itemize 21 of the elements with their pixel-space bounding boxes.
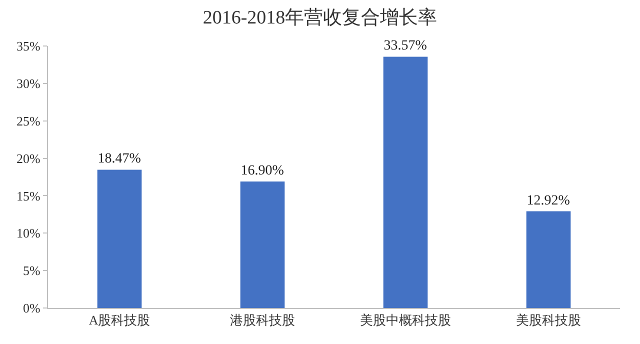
x-tick-label: 港股科技股 xyxy=(230,312,295,328)
data-label: 16.90% xyxy=(240,163,284,178)
data-label: 12.92% xyxy=(526,193,570,208)
bar xyxy=(97,170,142,308)
bar xyxy=(383,56,428,308)
y-tick-label: 0% xyxy=(23,300,41,316)
y-tick-label: 5% xyxy=(23,263,41,278)
bar xyxy=(526,211,571,308)
y-tick-label: 25% xyxy=(16,113,41,128)
x-tick-label: 美股中概科技股 xyxy=(360,312,451,328)
bar xyxy=(240,181,285,308)
y-tick-label: 30% xyxy=(16,76,41,91)
x-tick-label: 美股科技股 xyxy=(516,312,581,328)
data-label: 18.47% xyxy=(98,152,142,167)
chart-title: 2016-2018年营收复合增长率 xyxy=(202,6,438,29)
y-tick-label: 35% xyxy=(16,38,41,54)
y-tick-label: 10% xyxy=(16,226,41,241)
data-label: 33.57% xyxy=(384,38,428,54)
x-tick-label: A股科技股 xyxy=(88,312,150,328)
y-tick-label: 15% xyxy=(16,188,41,204)
y-tick-label: 20% xyxy=(16,150,41,166)
